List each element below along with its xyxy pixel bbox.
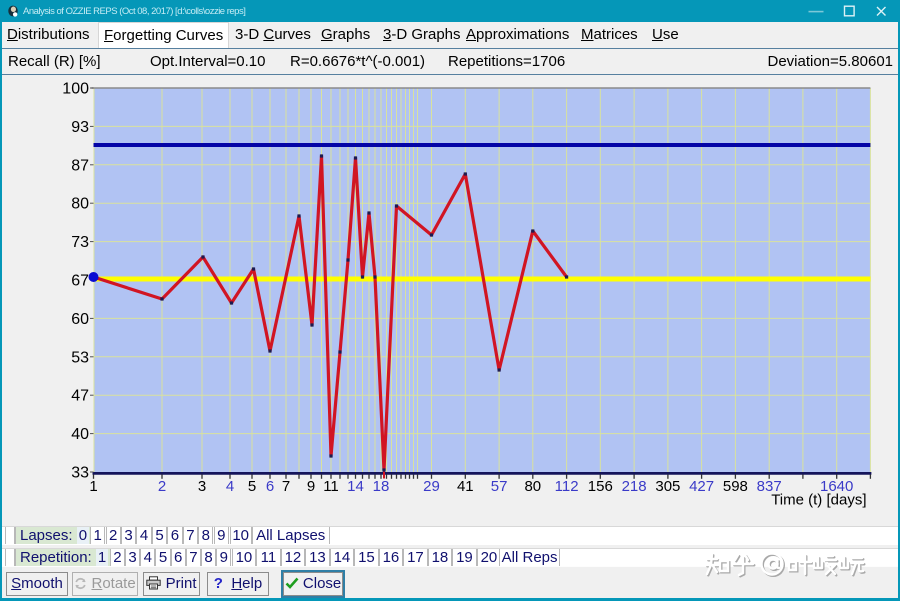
svg-text:156: 156 bbox=[588, 478, 613, 495]
svg-text:53: 53 bbox=[71, 349, 89, 366]
svg-text:73: 73 bbox=[71, 234, 89, 251]
svg-text:47: 47 bbox=[71, 388, 89, 405]
svg-text:1640: 1640 bbox=[820, 478, 853, 495]
svg-text:6: 6 bbox=[266, 478, 274, 495]
svg-text:80: 80 bbox=[524, 478, 541, 495]
svg-text:112: 112 bbox=[555, 478, 579, 495]
svg-text:60: 60 bbox=[71, 311, 89, 328]
svg-text:598: 598 bbox=[723, 478, 748, 495]
svg-text:18: 18 bbox=[373, 478, 390, 495]
svg-text:2: 2 bbox=[158, 478, 166, 495]
svg-text:837: 837 bbox=[757, 478, 782, 495]
svg-text:80: 80 bbox=[71, 196, 89, 213]
svg-text:9: 9 bbox=[307, 478, 315, 495]
svg-text:3: 3 bbox=[198, 478, 206, 495]
svg-text:11: 11 bbox=[323, 478, 339, 495]
svg-text:29: 29 bbox=[423, 478, 440, 495]
svg-text:41: 41 bbox=[457, 478, 474, 495]
svg-text:93: 93 bbox=[71, 119, 89, 136]
svg-text:218: 218 bbox=[622, 478, 647, 495]
svg-text:Time (t) [days]: Time (t) [days] bbox=[771, 492, 866, 509]
svg-text:7: 7 bbox=[282, 478, 290, 495]
svg-text:33: 33 bbox=[71, 465, 89, 482]
svg-text:5: 5 bbox=[248, 478, 256, 495]
svg-text:40: 40 bbox=[71, 426, 89, 443]
svg-text:4: 4 bbox=[226, 478, 234, 495]
svg-text:427: 427 bbox=[689, 478, 714, 495]
svg-text:14: 14 bbox=[347, 478, 364, 495]
svg-text:87: 87 bbox=[71, 157, 89, 174]
svg-text:100: 100 bbox=[62, 81, 89, 98]
svg-text:305: 305 bbox=[655, 478, 680, 495]
svg-text:67: 67 bbox=[71, 273, 89, 290]
svg-text:57: 57 bbox=[491, 478, 508, 495]
svg-text:1: 1 bbox=[89, 478, 97, 495]
